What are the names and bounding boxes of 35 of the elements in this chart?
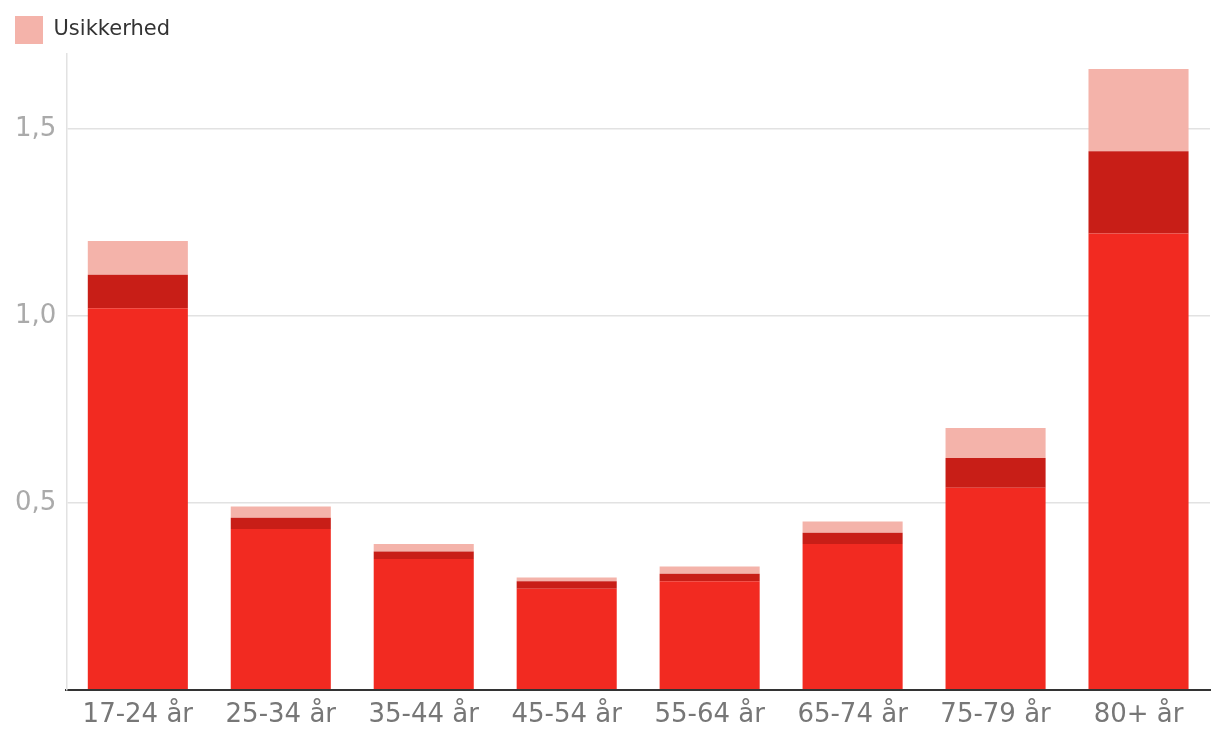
x-tick-label: 17-24 år bbox=[82, 698, 194, 729]
bar bbox=[945, 428, 1046, 458]
bar bbox=[373, 543, 474, 552]
bar bbox=[802, 521, 903, 533]
x-tick-label: 25-34 år bbox=[225, 698, 337, 729]
y-tick-label: 1,0 bbox=[14, 298, 57, 329]
bar bbox=[516, 581, 617, 589]
y-tick-label: 0,5 bbox=[14, 485, 57, 516]
bar bbox=[87, 308, 188, 690]
bar bbox=[802, 532, 903, 544]
x-tick-label: 80+ år bbox=[1093, 698, 1184, 729]
legend-label: Usikkerhed bbox=[53, 16, 170, 41]
bar bbox=[1088, 233, 1189, 690]
bar bbox=[659, 581, 760, 690]
y-tick-label: 1,5 bbox=[14, 111, 57, 142]
x-tick-label: 65-74 år bbox=[797, 698, 909, 729]
bar bbox=[1088, 151, 1189, 234]
bar bbox=[945, 487, 1046, 690]
bar bbox=[945, 457, 1046, 488]
bar bbox=[659, 573, 760, 582]
bar bbox=[659, 566, 760, 574]
x-tick-label: 75-79 år bbox=[940, 698, 1052, 729]
bar bbox=[373, 558, 474, 690]
bar bbox=[87, 274, 188, 309]
x-tick-label: 35-44 år bbox=[368, 698, 480, 729]
bar bbox=[373, 551, 474, 559]
x-tick-label: 55-64 år bbox=[654, 698, 766, 729]
bar bbox=[230, 517, 331, 529]
bar bbox=[87, 241, 188, 275]
bar bbox=[1088, 68, 1189, 152]
bar bbox=[230, 506, 331, 518]
bar bbox=[516, 588, 617, 690]
bar bbox=[230, 528, 331, 690]
bar bbox=[802, 543, 903, 690]
x-tick-label: 45-54 år bbox=[511, 698, 623, 729]
